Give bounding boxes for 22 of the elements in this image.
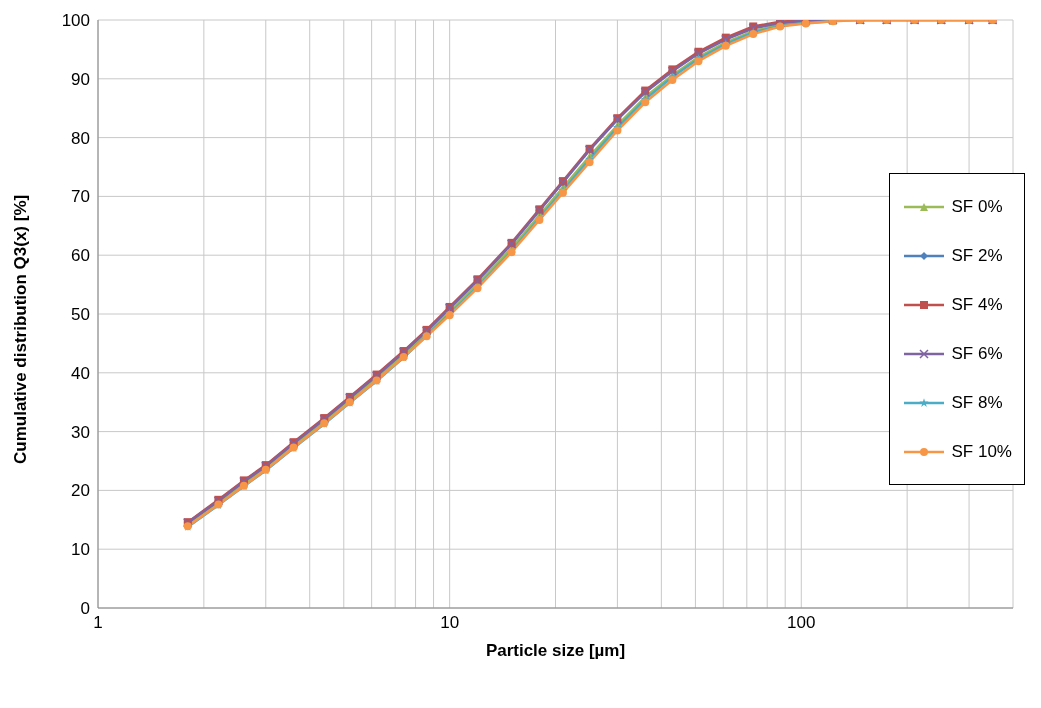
y-tick-label: 0 bbox=[80, 599, 90, 619]
y-axis-title: Cumulative distribution Q3(x) [%] bbox=[11, 194, 31, 464]
y-tick-label: 90 bbox=[71, 69, 90, 89]
y-tick-label: 20 bbox=[71, 481, 90, 501]
legend-label: SF 10% bbox=[951, 441, 1012, 462]
y-tick-label: 10 bbox=[71, 540, 90, 560]
x-tick-label: 10 bbox=[440, 613, 460, 633]
y-tick-label: 50 bbox=[71, 305, 90, 325]
x-tick-label: 1 bbox=[93, 613, 103, 633]
legend-label: SF 8% bbox=[951, 392, 1003, 413]
legend-label: SF 2% bbox=[951, 245, 1003, 266]
legend-label: SF 4% bbox=[951, 294, 1003, 315]
x-tick-label: 100 bbox=[787, 613, 816, 633]
y-tick-label: 80 bbox=[71, 128, 90, 148]
y-tick-label: 60 bbox=[71, 246, 90, 266]
y-tick-label: 70 bbox=[71, 187, 90, 207]
legend-label: SF 6% bbox=[951, 343, 1003, 364]
x-axis-title: Particle size [µm] bbox=[485, 641, 626, 660]
y-tick-label: 100 bbox=[61, 11, 90, 31]
legend-label: SF 0% bbox=[951, 196, 1003, 217]
y-tick-label: 30 bbox=[71, 422, 90, 442]
y-tick-label: 40 bbox=[71, 363, 90, 383]
